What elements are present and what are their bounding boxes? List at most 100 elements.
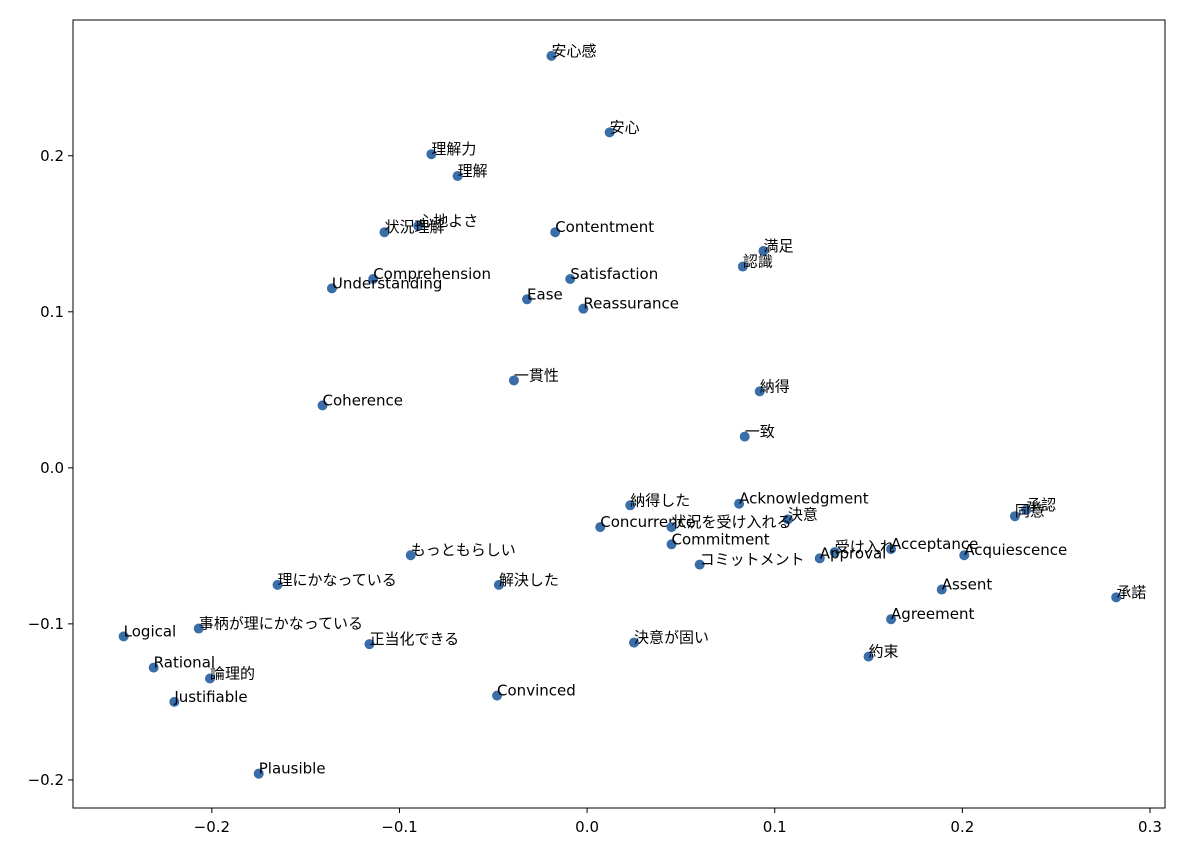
point-label: 納得した — [630, 491, 690, 509]
point-label: Comprehension — [373, 265, 491, 283]
point-label: もっともらしい — [411, 541, 516, 559]
point — [169, 696, 180, 707]
point-label: 理にかなっている — [278, 571, 397, 589]
point — [959, 550, 970, 561]
point-label: Reassurance — [583, 295, 679, 313]
point-label: Justifiable — [173, 688, 247, 706]
y-tick-label: 0.0 — [40, 459, 64, 477]
point — [379, 227, 390, 238]
point — [863, 651, 874, 662]
point-label: Ease — [527, 285, 563, 303]
point-label: Logical — [124, 622, 177, 640]
point-label: Convinced — [497, 682, 576, 700]
point — [522, 294, 533, 305]
point — [368, 274, 379, 285]
x-tick-label: −0.1 — [381, 818, 417, 836]
point — [629, 637, 640, 648]
point — [739, 431, 750, 442]
point-label: 安心 — [610, 118, 640, 136]
point-label: 満足 — [763, 237, 793, 255]
point-label: 一致 — [745, 423, 775, 441]
point — [734, 498, 745, 509]
point-label: 納得 — [760, 377, 790, 395]
y-tick-label: 0.2 — [40, 147, 64, 165]
point-label: 承認 — [1026, 496, 1056, 514]
point-label: 決意 — [788, 505, 818, 523]
point-label: Rational — [154, 654, 215, 672]
point — [578, 303, 589, 314]
point — [550, 227, 561, 238]
point — [413, 220, 424, 231]
point — [625, 500, 636, 511]
point — [782, 514, 793, 525]
point-label: Acquiescence — [964, 541, 1067, 559]
point-label: Acknowledgment — [739, 490, 869, 508]
point-label: 状況を受け入れる — [672, 513, 792, 531]
y-tick-label: 0.1 — [40, 303, 64, 321]
point — [604, 127, 615, 138]
point-label: 解決した — [499, 571, 559, 589]
point — [886, 614, 897, 625]
point-label: 承諾 — [1116, 583, 1146, 601]
point — [493, 579, 504, 590]
x-tick-label: 0.3 — [1138, 818, 1162, 836]
point — [204, 673, 215, 684]
x-tick-label: −0.2 — [194, 818, 230, 836]
point-label: Plausible — [259, 760, 326, 778]
y-tick-label: −0.2 — [28, 771, 64, 789]
point — [829, 547, 840, 558]
point-label: Understanding — [332, 274, 443, 292]
point — [326, 283, 337, 294]
point-label: 約束 — [869, 643, 899, 661]
point-label: Coherence — [323, 391, 403, 409]
point — [317, 400, 328, 411]
point — [253, 768, 264, 779]
point — [364, 639, 375, 650]
point — [405, 550, 416, 561]
point — [452, 171, 463, 182]
point — [936, 584, 947, 595]
y-tick-label: −0.1 — [28, 615, 64, 633]
point-label: 事柄が理にかなっている — [199, 615, 363, 633]
point-label: Satisfaction — [570, 265, 658, 283]
point — [1009, 511, 1020, 522]
point-label: 心地よさ — [418, 212, 478, 230]
point-label: コミットメント — [700, 551, 805, 569]
point-label: Commitment — [672, 530, 770, 548]
point-label: 一貫性 — [514, 366, 559, 384]
point — [546, 50, 557, 61]
point-label: 状況理解 — [384, 218, 444, 236]
point — [1111, 592, 1122, 603]
point-label: Agreement — [891, 605, 974, 623]
x-tick-label: 0.1 — [763, 818, 787, 836]
plot-frame — [72, 19, 1166, 809]
point-label: Approval — [820, 544, 887, 562]
point-label: 論理的 — [210, 664, 255, 682]
point — [492, 690, 503, 701]
point-label: Assent — [942, 576, 993, 594]
point-label: 安心感 — [551, 42, 596, 60]
point — [694, 559, 705, 570]
point — [272, 579, 283, 590]
x-tick-label: 0.2 — [950, 818, 974, 836]
point-label: 受け入れ — [835, 538, 895, 556]
point — [595, 522, 606, 533]
x-tick-label: 0.0 — [575, 818, 599, 836]
point-label: Contentment — [555, 218, 654, 236]
point — [737, 261, 748, 272]
point — [666, 522, 677, 533]
point — [508, 375, 519, 386]
point — [814, 553, 825, 564]
point — [754, 386, 765, 397]
point-label: 正当化できる — [369, 630, 459, 648]
point-label: 決意が固い — [634, 629, 709, 647]
point — [666, 539, 677, 550]
point — [886, 543, 897, 554]
point — [193, 623, 204, 634]
point-label: 理解 — [458, 162, 488, 180]
point — [426, 149, 437, 160]
point-label: 同意 — [1015, 502, 1045, 520]
point-label: 理解力 — [431, 140, 476, 158]
point — [565, 274, 576, 285]
